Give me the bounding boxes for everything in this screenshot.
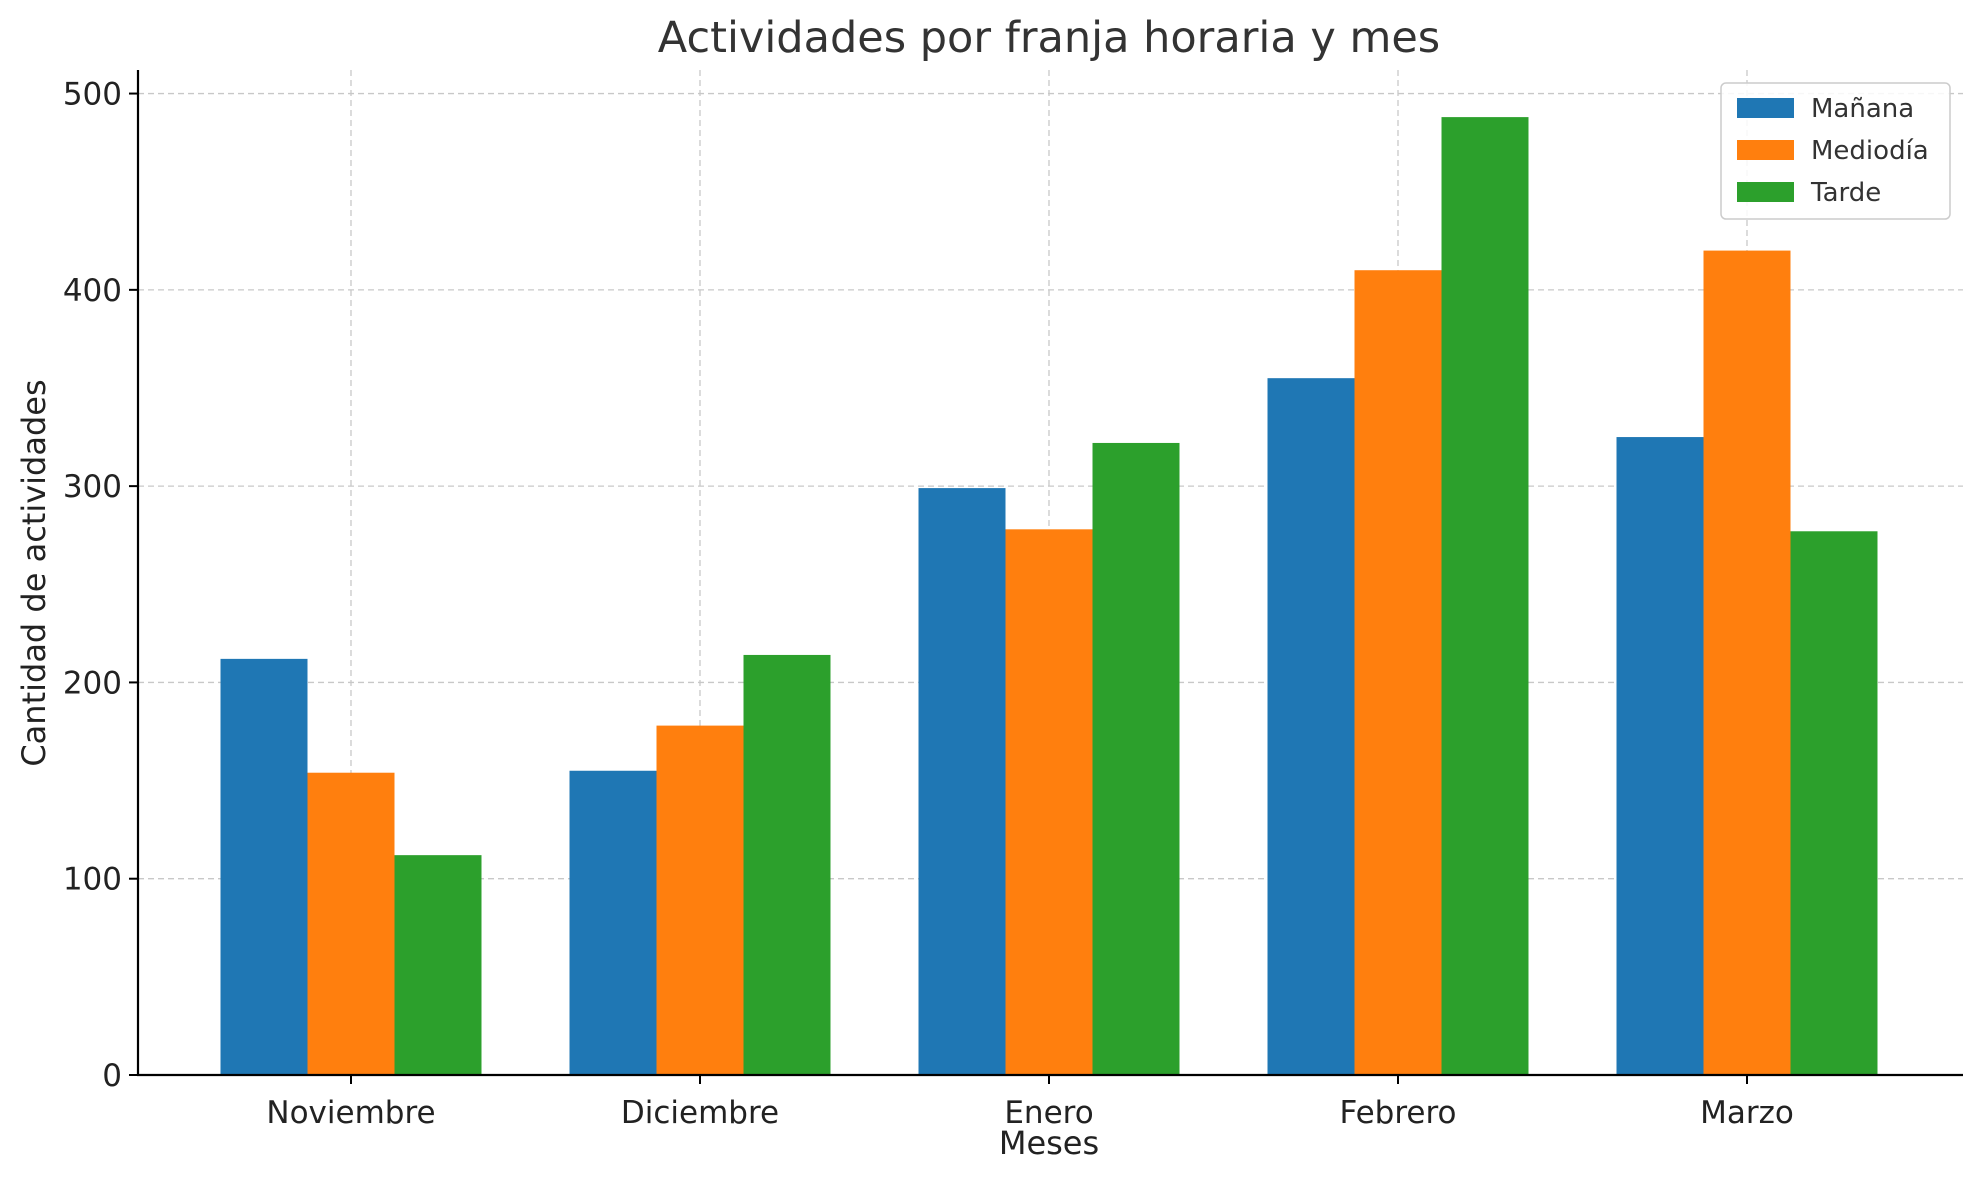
x-tick-label: Marzo (1700, 1095, 1794, 1131)
x-axis-label: Meses (999, 1124, 1099, 1162)
y-tick-label: 0 (102, 1058, 122, 1094)
bar-manana-enero (918, 488, 1006, 1075)
bar-manana-diciembre (569, 770, 657, 1075)
y-tick-label: 200 (63, 665, 122, 701)
legend-swatch (1737, 98, 1794, 118)
bar-mediodia-marzo (1703, 250, 1791, 1075)
x-tick-label: Febrero (1339, 1095, 1456, 1131)
y-ticks: 0 100 200 300 400 500 (63, 77, 138, 1094)
bar-tarde-marzo (1790, 531, 1878, 1075)
x-tick-label: Enero (1004, 1095, 1093, 1131)
bar-tarde-febrero (1441, 117, 1529, 1075)
bar-mediodia-enero (1005, 529, 1093, 1075)
bar-manana-noviembre (220, 658, 308, 1075)
y-tick-label: 400 (63, 273, 122, 309)
legend: Mañana Mediodía Tarde (1720, 82, 1951, 220)
legend-label: Mediodía (1811, 136, 1929, 166)
y-axis-label: Cantidad de actividades (15, 379, 53, 766)
bar-tarde-diciembre (743, 654, 831, 1075)
legend-swatch (1737, 182, 1794, 202)
bar-mediodia-noviembre (307, 772, 395, 1075)
bar-manana-marzo (1616, 437, 1704, 1075)
y-tick-label: 300 (63, 469, 122, 505)
x-tick-label: Noviembre (266, 1095, 435, 1131)
y-tick-label: 500 (63, 77, 122, 113)
x-tick-label: Diciembre (621, 1095, 779, 1131)
legend-label: Mañana (1811, 94, 1914, 124)
legend-swatch (1737, 140, 1794, 160)
bar-tarde-noviembre (394, 855, 482, 1075)
x-ticks: Noviembre Diciembre Enero Febrero Marzo (266, 1075, 1794, 1131)
bar-tarde-enero (1092, 442, 1180, 1075)
bar-mediodia-diciembre (656, 725, 744, 1075)
chart-title: Actividades por franja horaria y mes (658, 13, 1440, 63)
legend-label: Tarde (1810, 178, 1881, 208)
bar-manana-febrero (1267, 378, 1355, 1075)
bar-mediodia-febrero (1354, 270, 1442, 1075)
bars-layer (220, 117, 1878, 1075)
y-tick-label: 100 (63, 862, 122, 898)
